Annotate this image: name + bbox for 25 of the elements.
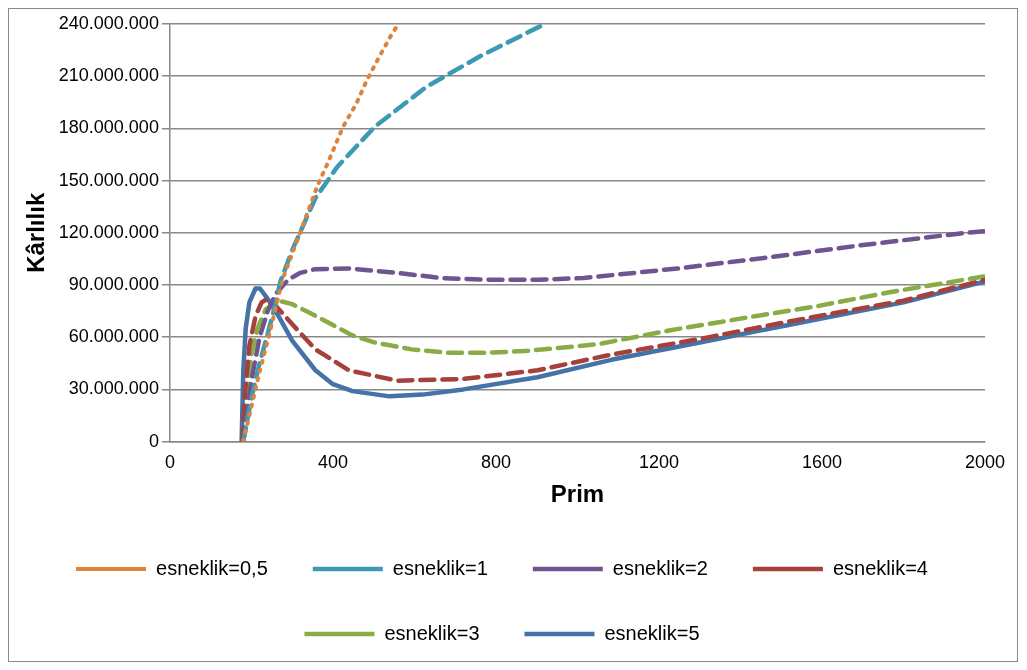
- line-series: [241, 228, 985, 442]
- x-tick-label: 0: [164, 452, 175, 473]
- line-series: [241, 24, 401, 442]
- x-tick-label: 400: [317, 452, 348, 473]
- y-tick-label: 60.000.000: [68, 326, 159, 347]
- x-tick-label: 800: [480, 452, 511, 473]
- legend-label: esneklik=3: [384, 621, 480, 644]
- y-axis-title: Kârlılık: [22, 192, 50, 273]
- legend-label: esneklik=4: [832, 556, 928, 579]
- x-tick-label: 1200: [638, 452, 679, 473]
- x-tick-label: 2000: [964, 452, 1006, 473]
- legend-label: esneklik=2: [612, 556, 708, 579]
- y-tick-label: 240.000.000: [58, 12, 159, 33]
- x-axis-title: Prim: [550, 480, 605, 508]
- x-tick-label: 1600: [801, 452, 842, 473]
- legend-label: esneklik=0,5: [156, 556, 268, 579]
- y-tick-label: 180.000.000: [58, 117, 159, 138]
- y-tick-label: 210.000.000: [58, 65, 159, 86]
- y-tick-label: 150.000.000: [58, 169, 159, 190]
- y-tick-label: 0: [148, 430, 159, 451]
- legend-label: esneklik=5: [604, 621, 700, 644]
- y-tick-label: 30.000.000: [68, 378, 159, 399]
- y-tick-label: 90.000.000: [68, 273, 159, 294]
- legend-label: esneklik=1: [392, 556, 488, 579]
- y-tick-label: 120.000.000: [58, 221, 159, 242]
